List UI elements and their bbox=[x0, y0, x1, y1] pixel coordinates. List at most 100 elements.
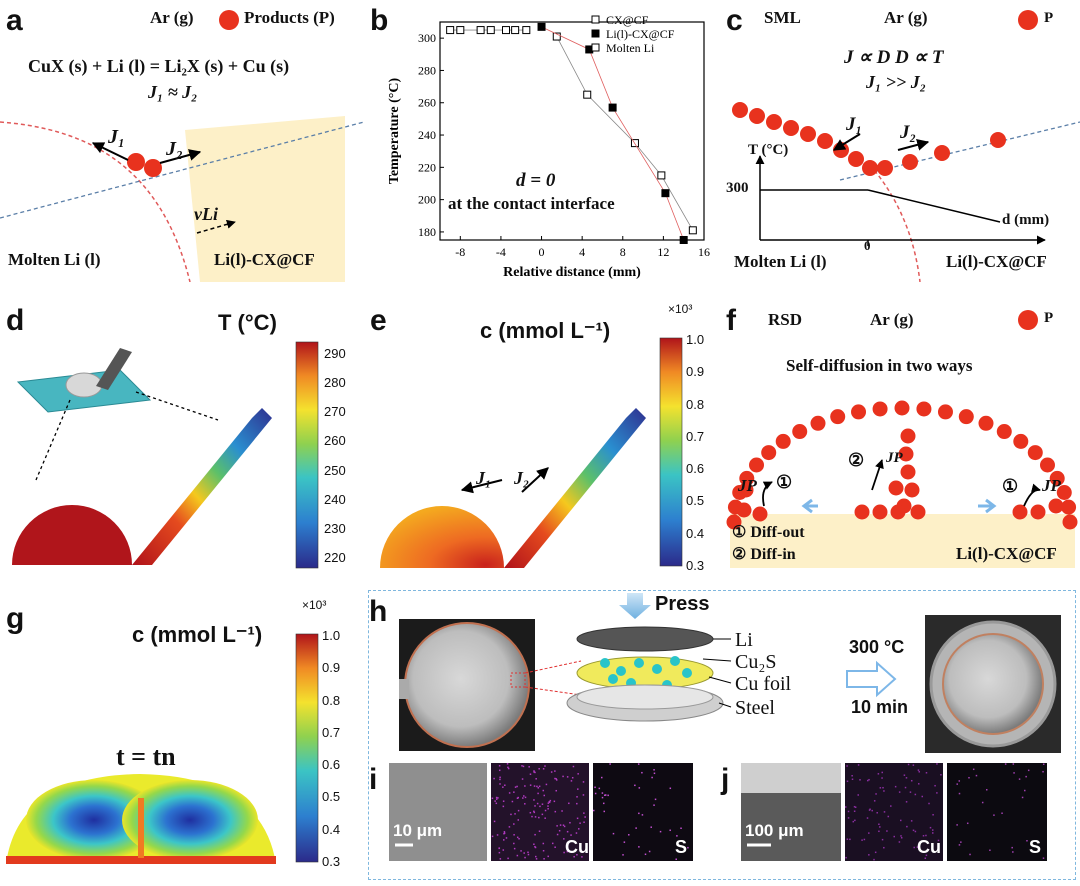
diffusion-relation: J ∝ D D ∝ T bbox=[844, 47, 944, 68]
edx-speckle bbox=[499, 858, 502, 860]
edx-speckle bbox=[593, 809, 595, 812]
edx-speckle bbox=[641, 814, 644, 816]
edx-speckle bbox=[861, 839, 863, 841]
edx-speckle bbox=[582, 781, 585, 783]
scale-label-j: 100 μm bbox=[745, 821, 804, 840]
edx-speckle bbox=[623, 841, 626, 843]
layer-cu-foil: Cu foil bbox=[735, 673, 792, 695]
edx-speckle bbox=[539, 805, 541, 808]
dome-particle bbox=[810, 415, 826, 431]
dome-particle bbox=[1062, 514, 1078, 530]
j2-arrow bbox=[897, 138, 930, 151]
panel-label: f bbox=[726, 304, 736, 337]
zoom-box bbox=[510, 672, 526, 688]
data-point bbox=[446, 26, 455, 35]
edx-speckle bbox=[878, 823, 880, 826]
edx-speckle bbox=[857, 764, 860, 766]
edx-speckle bbox=[893, 835, 895, 838]
x-tick-label: 0 bbox=[539, 245, 545, 259]
edx-speckle bbox=[498, 851, 501, 854]
interface-line bbox=[839, 121, 1080, 181]
edx-speckle bbox=[502, 805, 505, 808]
key-diff-in: ② Diff-in bbox=[732, 546, 796, 563]
edx-speckle bbox=[878, 830, 880, 833]
edx-speckle bbox=[521, 765, 523, 767]
droplet-section bbox=[380, 506, 504, 568]
edx-speckle bbox=[562, 824, 565, 826]
center-plume bbox=[138, 798, 144, 858]
edx-speckle bbox=[917, 769, 920, 771]
edx-speckle bbox=[516, 785, 518, 788]
edx-speckle bbox=[511, 800, 514, 803]
edx-speckle bbox=[853, 805, 856, 808]
edx-speckle bbox=[634, 784, 636, 787]
steel-case-inner bbox=[576, 684, 714, 710]
edx-speckle bbox=[972, 768, 975, 771]
cu-foil-layer bbox=[576, 656, 714, 690]
edx-speckle bbox=[898, 841, 901, 843]
dome-particle bbox=[775, 433, 791, 449]
edx-speckle bbox=[859, 779, 861, 781]
edx-speckle bbox=[544, 765, 546, 767]
edx-speckle bbox=[577, 773, 579, 775]
dome-particle bbox=[830, 409, 846, 425]
colorbar-tick-label: 250 bbox=[324, 462, 346, 478]
edx-speckle bbox=[925, 854, 928, 857]
flux-relation: J₁ ≈ J₂ bbox=[148, 82, 198, 102]
colorbar bbox=[659, 337, 683, 567]
y-tick-label: 300 bbox=[418, 31, 436, 45]
edx-speckle bbox=[576, 796, 578, 798]
edx-speckle bbox=[559, 824, 562, 826]
edx-speckle bbox=[534, 833, 536, 836]
edx-speckle bbox=[563, 851, 565, 854]
y-tick-label: 240 bbox=[418, 128, 436, 142]
panel-d: d T (°C) 290 280 270 260 250 240 230 220 bbox=[0, 300, 364, 582]
legend-particle bbox=[1018, 310, 1038, 330]
panel-c: c SML Ar (g) P J ∝ D D ∝ T J₁ >> J₂ J₁ J… bbox=[720, 0, 1080, 282]
legend-label: P bbox=[1044, 10, 1054, 26]
edx-speckle bbox=[534, 771, 536, 774]
edx-speckle bbox=[853, 810, 856, 812]
x-tick-label: -4 bbox=[496, 245, 506, 259]
edx-speckle bbox=[899, 819, 902, 822]
dome-particle bbox=[851, 404, 867, 420]
edx-speckle bbox=[561, 810, 563, 812]
edx-speckle bbox=[555, 778, 558, 780]
edx-speckle bbox=[495, 802, 498, 805]
colorbar-tick-label: 280 bbox=[324, 375, 346, 391]
colorbar-tick-label: 0.5 bbox=[322, 789, 341, 805]
leader-line bbox=[702, 658, 732, 662]
edx-speckle bbox=[960, 841, 962, 843]
edx-speckle bbox=[576, 817, 579, 820]
edx-speckle bbox=[936, 792, 938, 794]
edx-speckle bbox=[576, 802, 578, 805]
edx-speckle bbox=[494, 800, 496, 802]
edx-speckle bbox=[554, 846, 556, 848]
edx-speckle bbox=[857, 794, 859, 796]
edx-speckle bbox=[1026, 839, 1028, 842]
edx-speckle bbox=[675, 858, 677, 861]
edx-speckle bbox=[622, 854, 624, 856]
edx-speckle bbox=[932, 813, 934, 816]
process-arrow bbox=[846, 660, 897, 698]
map-label-s-i: S bbox=[675, 837, 688, 857]
edx-speckle bbox=[1001, 812, 1003, 814]
data-point bbox=[657, 171, 666, 180]
edx-speckle bbox=[883, 790, 885, 792]
edx-speckle bbox=[566, 776, 569, 778]
j2-arrow bbox=[521, 467, 549, 493]
edx-speckle bbox=[547, 805, 549, 807]
edx-speckle bbox=[491, 835, 494, 838]
cu-map-i bbox=[491, 763, 589, 861]
edx-speckle bbox=[517, 809, 520, 812]
li-boundary bbox=[869, 164, 921, 282]
dome-particle bbox=[894, 400, 910, 416]
d-axis-label: d (mm) bbox=[1002, 212, 1050, 228]
condition-time: 10 min bbox=[851, 697, 909, 717]
edx-speckle bbox=[533, 770, 535, 772]
layer-steel: Steel bbox=[735, 697, 775, 719]
dome-particle bbox=[916, 401, 932, 417]
edx-speckle bbox=[904, 786, 907, 789]
press-label: Press bbox=[655, 593, 710, 615]
edx-speckle bbox=[602, 802, 605, 805]
